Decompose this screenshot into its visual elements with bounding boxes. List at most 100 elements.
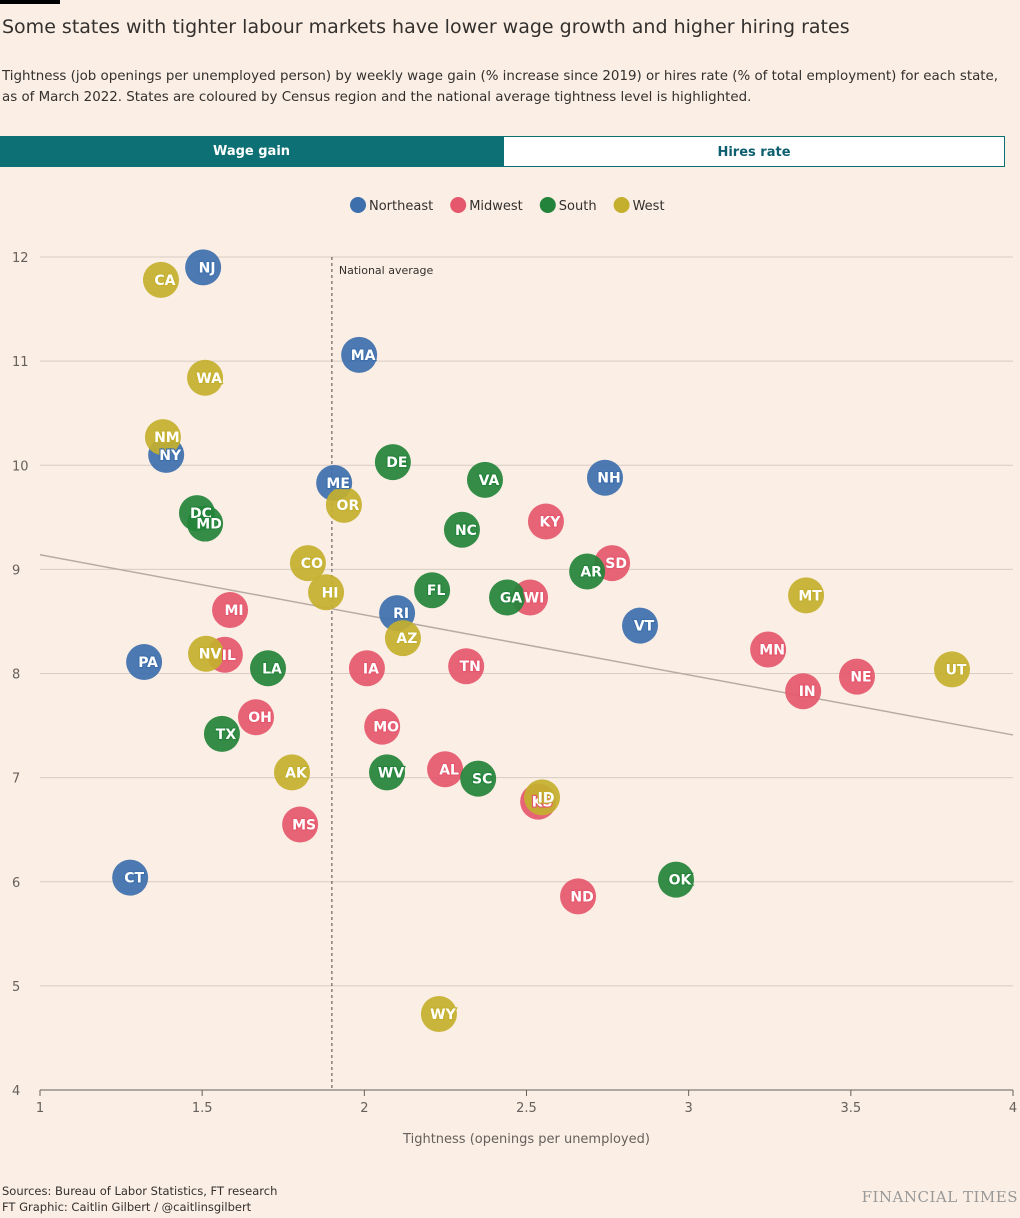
state-bubble (460, 760, 497, 797)
source: Sources: Bureau of Labor Statistics, FT … (2, 1184, 278, 1198)
state-bubble (934, 651, 971, 688)
state-label: MN (759, 643, 785, 659)
state-label: IA (363, 661, 379, 677)
state-label: PA (138, 655, 158, 671)
x-tick-label: 1 (36, 1101, 44, 1116)
state-label: TN (460, 659, 481, 675)
state-label: ID (538, 790, 555, 806)
state-label: AZ (396, 631, 417, 647)
x-tick-label: 4 (1009, 1101, 1017, 1116)
y-tick-label: 6 (12, 876, 20, 891)
y-tick-label: 9 (12, 563, 20, 578)
state-bubble (785, 673, 822, 710)
legend-swatch (539, 197, 556, 213)
state-bubble (325, 486, 362, 523)
y-tick-label: 8 (12, 668, 20, 683)
state-bubble (126, 644, 163, 681)
state-label: ME (326, 476, 350, 492)
state-label: KY (539, 514, 561, 530)
state-label: OR (337, 498, 360, 514)
state-bubble (369, 754, 406, 791)
y-tick-label: 11 (12, 355, 29, 370)
state-bubble (308, 574, 345, 611)
state-bubble (112, 859, 149, 896)
state-label: UT (946, 662, 967, 678)
state-label: TX (216, 727, 237, 743)
state-label: CT (124, 871, 144, 887)
points: NJ MA NY ME NH RI VT PA CT KY SD WI MI IL IA TN MN NE IN OH… (112, 249, 971, 1032)
state-bubble (364, 708, 401, 745)
state-bubble (524, 779, 561, 816)
legend-label: West (633, 199, 665, 214)
legend-label: Northeast (369, 199, 433, 214)
state-label: NV (199, 647, 222, 663)
state-bubble (658, 861, 695, 898)
state-label: NJ (199, 260, 216, 276)
state-label: KS (532, 795, 553, 811)
state-bubble (142, 261, 179, 298)
state-label: NM (154, 430, 180, 446)
x-tick-label: 3 (685, 1101, 693, 1116)
state-label: DC (190, 506, 212, 522)
state-label: DE (386, 455, 407, 471)
state-label: IL (222, 648, 236, 664)
state-label: ND (570, 889, 593, 905)
state-bubble (348, 650, 385, 687)
y-tick-label: 12 (12, 251, 29, 266)
state-bubble (250, 650, 287, 687)
state-label: CO (301, 556, 323, 572)
x-tick-label: 1.5 (192, 1101, 213, 1116)
state-bubble (586, 459, 623, 496)
state-bubble (274, 754, 311, 791)
state-bubble (212, 591, 249, 628)
state-bubble (443, 511, 480, 548)
state-bubble (569, 553, 606, 590)
state-label: NY (159, 448, 182, 464)
state-label: MA (351, 348, 376, 364)
state-bubble (527, 503, 564, 540)
y-tick-label: 4 (12, 1084, 20, 1099)
state-bubble (203, 715, 240, 752)
state-bubble (420, 995, 457, 1032)
state-bubble (466, 461, 503, 498)
legend-swatch (613, 197, 630, 213)
x-axis-label: Tightness (openings per unemployed) (402, 1132, 650, 1147)
state-bubble (188, 635, 225, 672)
state-label: NH (597, 471, 620, 487)
state-label: OH (248, 710, 272, 726)
tab-active[interactable]: Wage gain (0, 136, 503, 167)
state-bubble (187, 359, 224, 396)
state-label: NE (850, 670, 871, 686)
state-bubble (414, 572, 451, 609)
y-tick-label: 10 (12, 459, 29, 474)
chart-title: Some states with tighter labour markets … (2, 16, 850, 38)
state-label: RI (393, 606, 409, 622)
state-label: FL (427, 583, 446, 599)
state-bubble (144, 419, 181, 456)
credit: FT Graphic: Caitlin Gilbert / @caitlinsg… (2, 1200, 252, 1214)
tab[interactable]: Hires rate (503, 136, 1005, 167)
state-label: MO (373, 720, 399, 736)
top-bar (0, 0, 60, 4)
state-label: WI (524, 590, 545, 606)
state-bubble (838, 658, 875, 695)
state-bubble (374, 444, 411, 481)
legend-swatch (450, 197, 467, 213)
state-label: SC (472, 772, 492, 788)
y-tick-label: 5 (12, 980, 20, 995)
state-bubble (341, 336, 378, 373)
state-label: AR (580, 564, 602, 580)
state-label: VT (634, 619, 655, 635)
y-tick-label: 7 (12, 772, 20, 787)
state-bubble (560, 878, 597, 915)
state-label: HI (322, 585, 339, 601)
state-label: VA (479, 473, 500, 489)
state-bubble (427, 751, 464, 788)
state-label: AL (439, 762, 459, 778)
legend-swatch (350, 197, 366, 213)
state-label: LA (262, 661, 282, 677)
state-bubble (187, 505, 224, 542)
state-bubble (185, 249, 222, 286)
chart-subtitle: Tightness (job openings per unemployed p… (2, 69, 999, 105)
state-label: WY (430, 1007, 456, 1023)
